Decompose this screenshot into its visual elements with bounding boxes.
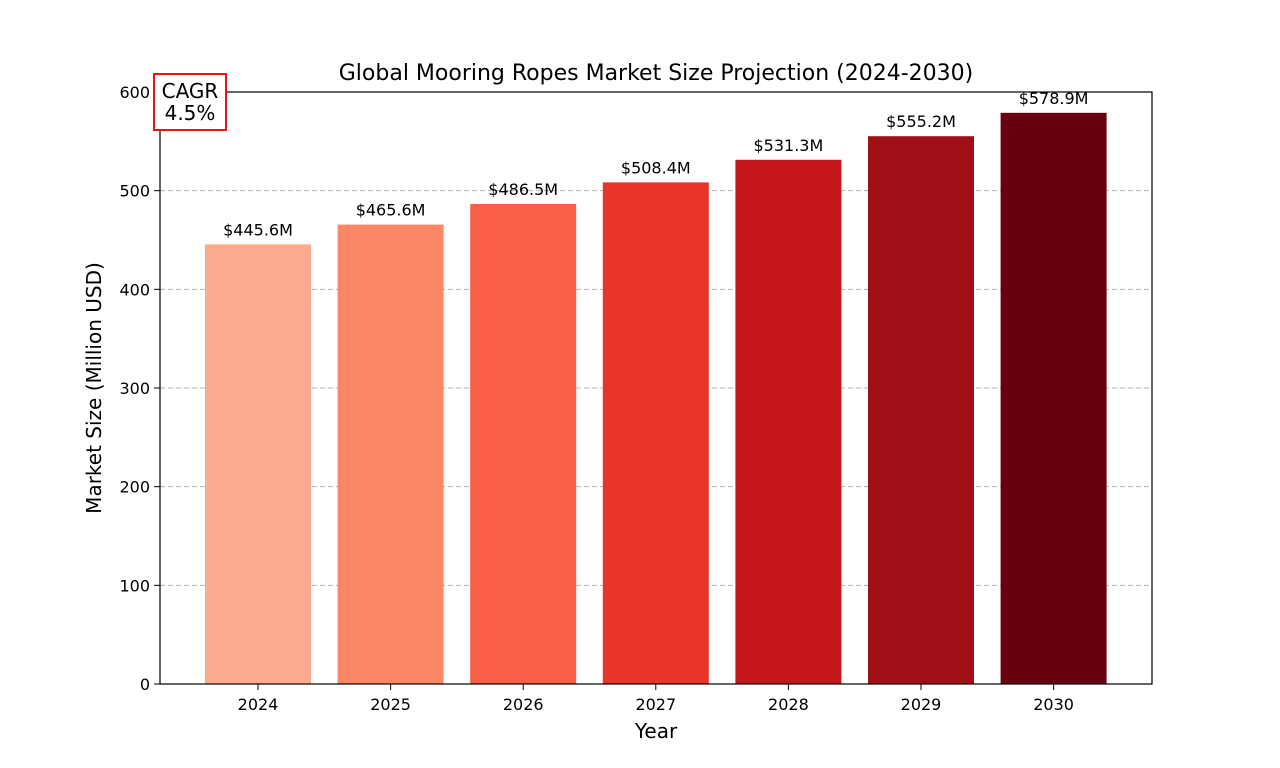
bar-2024 bbox=[205, 244, 311, 684]
bar-value-label: $531.3M bbox=[754, 136, 824, 155]
bar-value-label: $578.9M bbox=[1019, 89, 1089, 108]
x-tick-label: 2028 bbox=[768, 695, 809, 714]
bars bbox=[205, 112, 1107, 685]
bar-value-labels: $445.6M $465.6M $486.5M $508.4M $531.3M $555.… bbox=[223, 89, 1088, 240]
y-tick-label: 200 bbox=[119, 478, 150, 497]
bar-value-label: $508.4M bbox=[621, 158, 691, 177]
cagr-value: 4.5% bbox=[164, 101, 216, 125]
bar-2029 bbox=[868, 136, 974, 685]
y-axis-label: Market Size (Million USD) bbox=[82, 262, 106, 514]
x-tick-label: 2026 bbox=[503, 695, 544, 714]
chart-title: Global Mooring Ropes Market Size Project… bbox=[339, 61, 973, 86]
cagr-label: CAGR bbox=[161, 79, 219, 103]
y-tick-label: 300 bbox=[119, 379, 150, 398]
y-tick-label: 100 bbox=[119, 576, 150, 595]
bar-value-label: $465.6M bbox=[356, 201, 426, 220]
bar-2028 bbox=[735, 159, 842, 684]
cagr-annotation: CAGR 4.5% bbox=[153, 73, 227, 131]
x-tick-label: 2027 bbox=[635, 695, 676, 714]
y-tick-label: 600 bbox=[119, 83, 150, 102]
bar-value-label: $555.2M bbox=[886, 112, 956, 131]
x-axis-ticks: 2024 2025 2026 2027 2028 2029 2030 bbox=[238, 684, 1074, 714]
y-tick-label: 500 bbox=[119, 182, 150, 201]
bar-2026 bbox=[470, 203, 577, 684]
bar-value-label: $445.6M bbox=[223, 220, 293, 239]
y-tick-label: 0 bbox=[140, 675, 150, 694]
bar-2027 bbox=[602, 182, 709, 684]
x-axis-label: Year bbox=[634, 719, 678, 743]
bar-2030 bbox=[1000, 112, 1107, 684]
x-tick-label: 2030 bbox=[1033, 695, 1074, 714]
bar-2025 bbox=[337, 224, 444, 684]
x-tick-label: 2025 bbox=[370, 695, 411, 714]
y-axis-ticks: 0 100 200 300 400 500 600 bbox=[119, 83, 160, 694]
x-tick-label: 2024 bbox=[238, 695, 279, 714]
y-tick-label: 400 bbox=[119, 280, 150, 299]
bar-value-label: $486.5M bbox=[488, 180, 558, 199]
x-tick-label: 2029 bbox=[901, 695, 942, 714]
